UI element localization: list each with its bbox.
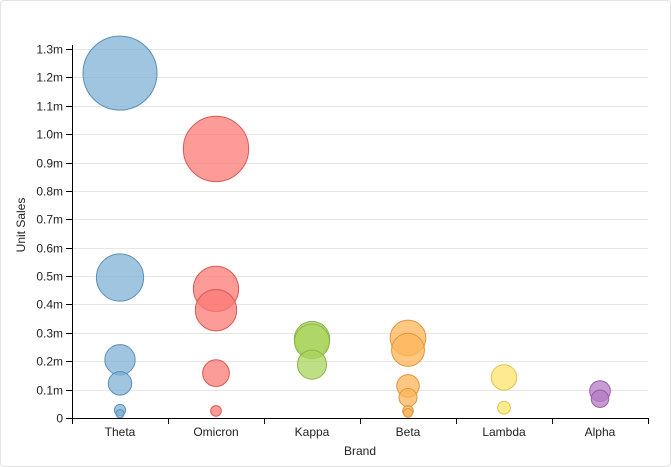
bubble-theta [104,344,136,376]
y-tick-label: 0.1m [36,384,63,398]
bubble-beta [398,388,418,408]
bubble-lambda [490,364,518,391]
y-tick-label: 1.3m [36,43,63,57]
y-tick-label: 0.7m [36,213,63,227]
y-tick-label: 0.4m [36,298,63,312]
y-tick-label: 0.3m [36,327,63,341]
y-axis: 0 0.1m 0.2m 0.3m 0.4m 0.5m 0.6m 0.7m 0.8m 0.9m 1.0… [36,43,73,426]
x-tick-label: Omicron [193,425,238,439]
x-axis: Theta Omicron Kappa Beta Lambda Alpha [72,418,649,439]
y-tick-label: 1.2m [36,71,63,85]
y-tick-label: 0.5m [36,270,63,284]
y-tick-label: 0.6m [36,242,63,256]
bubble-theta [107,371,133,396]
x-tick-label: Lambda [482,425,526,439]
bubble-theta [115,409,125,419]
bubble-theta [82,35,158,111]
bubbles [82,35,611,419]
y-tick-label: 1.0m [36,128,63,142]
y-tick-label: 0.8m [36,185,63,199]
bubble-omicron [210,405,222,417]
y-tick-label: 0.2m [36,355,63,369]
bubble-omicron [194,288,238,332]
x-tick-label: Beta [396,425,421,439]
bubble-beta [391,332,425,367]
bubble-beta [402,407,414,418]
x-tick-label: Kappa [295,425,330,439]
x-axis-title: Brand [344,444,376,458]
bubble-omicron [182,115,250,183]
bubble-kappa [296,349,328,380]
y-axis-title: Unit Sales [14,198,28,253]
bubble-omicron [202,359,230,387]
bubble-theta [95,253,145,302]
bubble-alpha [590,389,610,408]
y-tick-label: 1.1m [36,100,63,114]
y-tick-label: 0 [56,412,63,426]
x-tick-label: Alpha [585,425,616,439]
grid-lines [72,49,648,391]
bubble-lambda [497,400,511,415]
x-tick-label: Theta [105,425,136,439]
y-tick-label: 0.9m [36,157,63,171]
